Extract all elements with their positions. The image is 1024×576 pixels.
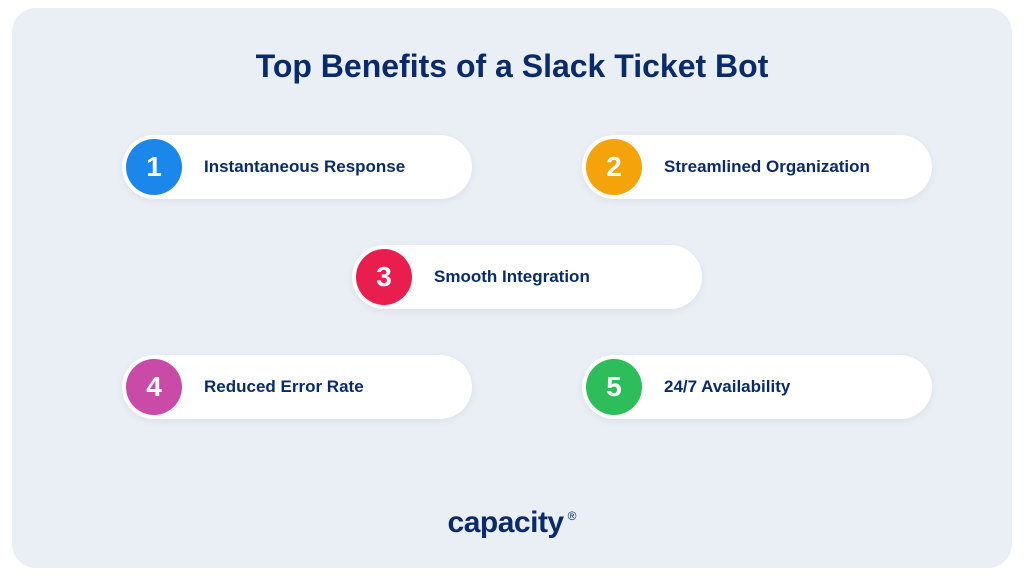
benefit-number: 1 (146, 151, 162, 183)
registered-icon: ® (568, 509, 577, 523)
benefit-pill-3: 3 Smooth Integration (352, 245, 702, 309)
benefit-circle-1: 1 (126, 139, 182, 195)
benefit-pill-4: 4 Reduced Error Rate (122, 355, 472, 419)
benefit-label: Reduced Error Rate (204, 377, 364, 397)
logo: capacity ® (448, 506, 577, 540)
benefit-label: Streamlined Organization (664, 157, 870, 177)
benefit-circle-5: 5 (586, 359, 642, 415)
benefit-pill-1: 1 Instantaneous Response (122, 135, 472, 199)
benefit-number: 5 (606, 371, 622, 403)
benefit-circle-3: 3 (356, 249, 412, 305)
logo-text: capacity (448, 506, 564, 540)
benefit-label: Smooth Integration (434, 267, 590, 287)
page-title: Top Benefits of a Slack Ticket Bot (62, 48, 962, 85)
infographic-card: Top Benefits of a Slack Ticket Bot 1 Ins… (12, 8, 1012, 568)
benefits-container: 1 Instantaneous Response 2 Streamlined O… (62, 135, 962, 475)
benefit-label: 24/7 Availability (664, 377, 790, 397)
benefit-label: Instantaneous Response (204, 157, 405, 177)
benefit-number: 2 (606, 151, 622, 183)
benefit-circle-2: 2 (586, 139, 642, 195)
benefit-circle-4: 4 (126, 359, 182, 415)
benefit-pill-5: 5 24/7 Availability (582, 355, 932, 419)
benefit-number: 4 (146, 371, 162, 403)
benefit-pill-2: 2 Streamlined Organization (582, 135, 932, 199)
benefit-number: 3 (376, 261, 392, 293)
